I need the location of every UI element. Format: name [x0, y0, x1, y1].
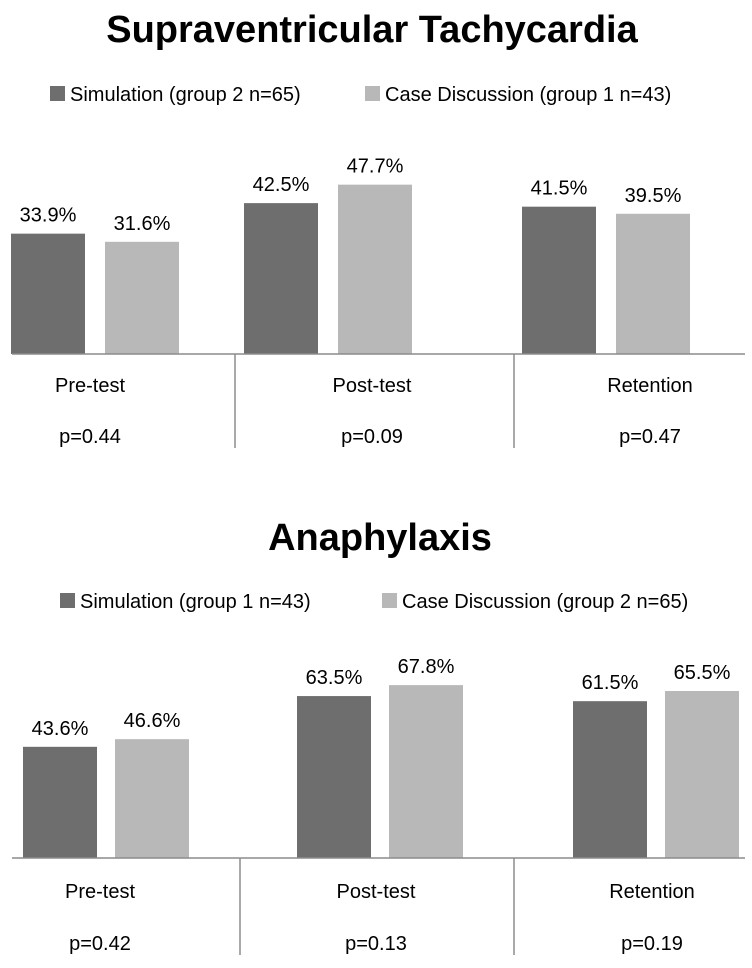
category-labels: Pre-test Post-test Retention p=0.42 p=0.…: [65, 881, 695, 955]
legend-label-simulation: Simulation (group 2 n=65): [70, 84, 301, 106]
chart-title: Anaphylaxis: [268, 517, 492, 559]
value-label-case-discussion-retention: 65.5%: [674, 662, 731, 684]
legend-label-case-discussion: Case Discussion (group 1 n=43): [385, 84, 671, 106]
legend-swatch-simulation: [60, 593, 75, 608]
legend-swatch-simulation: [50, 86, 65, 101]
bar-case-discussion-post-test: [338, 184, 412, 354]
bar-simulation-retention: [522, 206, 596, 354]
value-label-simulation-retention: 61.5%: [582, 672, 639, 694]
category-label-pre-test: Pre-test: [55, 375, 125, 397]
category-label-retention: Retention: [609, 881, 695, 903]
value-label-simulation-post-test: 63.5%: [306, 667, 363, 689]
category-label-post-test: Post-test: [337, 881, 416, 903]
p-value-pre-test: p=0.44: [59, 426, 121, 448]
chart-anaphylaxis: Anaphylaxis Simulation (group 1 n=43) Ca…: [12, 517, 745, 955]
value-label-case-discussion-post-test: 67.8%: [398, 656, 455, 678]
legend: Simulation (group 1 n=43) Case Discussio…: [60, 591, 688, 613]
plot-area: 33.9% 31.6% 42.5% 47.7% 41.5% 39.5%: [11, 156, 745, 448]
chart-svt: Supraventricular Tachycardia Simulation …: [11, 9, 745, 448]
value-label-simulation-pre-test: 43.6%: [32, 718, 89, 740]
value-label-simulation-retention: 41.5%: [531, 178, 588, 200]
p-value-pre-test: p=0.42: [69, 933, 131, 955]
legend-swatch-case-discussion: [382, 593, 397, 608]
legend-label-case-discussion: Case Discussion (group 2 n=65): [402, 591, 688, 613]
p-value-post-test: p=0.13: [345, 933, 407, 955]
category-label-pre-test: Pre-test: [65, 881, 135, 903]
bar-simulation-pre-test: [23, 746, 97, 858]
value-label-case-discussion-pre-test: 46.6%: [124, 710, 181, 732]
value-label-case-discussion-post-test: 47.7%: [347, 156, 404, 178]
category-label-retention: Retention: [607, 375, 693, 397]
bar-simulation-pre-test: [11, 233, 85, 354]
value-label-simulation-pre-test: 33.9%: [20, 205, 77, 227]
bar-simulation-retention: [573, 701, 647, 858]
plot-area: 43.6% 46.6% 63.5% 67.8% 61.5% 65.5%: [12, 656, 745, 955]
legend: Simulation (group 2 n=65) Case Discussio…: [50, 84, 671, 106]
value-label-simulation-post-test: 42.5%: [253, 174, 310, 196]
chart-title: Supraventricular Tachycardia: [106, 9, 638, 51]
p-value-retention: p=0.47: [619, 426, 681, 448]
legend-swatch-case-discussion: [365, 86, 380, 101]
bar-simulation-post-test: [244, 203, 318, 354]
bar-case-discussion-retention: [665, 690, 739, 858]
p-value-retention: p=0.19: [621, 933, 683, 955]
p-value-post-test: p=0.09: [341, 426, 403, 448]
bar-case-discussion-retention: [616, 213, 690, 354]
category-labels: Pre-test Post-test Retention p=0.44 p=0.…: [55, 375, 693, 448]
bar-case-discussion-pre-test: [115, 739, 189, 858]
legend-label-simulation: Simulation (group 1 n=43): [80, 591, 311, 613]
category-label-post-test: Post-test: [333, 375, 412, 397]
bar-case-discussion-pre-test: [105, 241, 179, 354]
value-label-case-discussion-retention: 39.5%: [625, 185, 682, 207]
bar-case-discussion-post-test: [389, 685, 463, 858]
value-label-case-discussion-pre-test: 31.6%: [114, 213, 171, 235]
bar-simulation-post-test: [297, 696, 371, 858]
